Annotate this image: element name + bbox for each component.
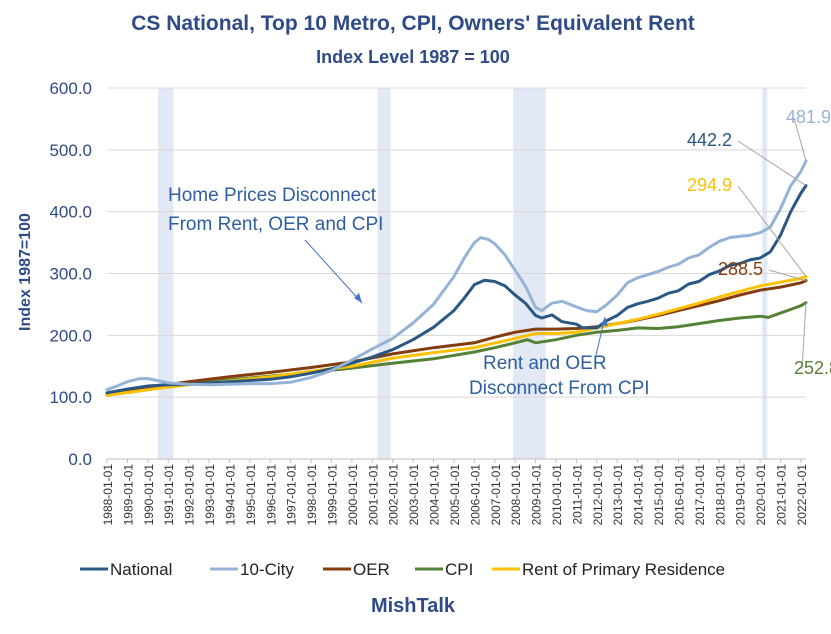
callout-leader-4 (737, 185, 807, 277)
x-tick-label-18: 2006-01-01 (468, 464, 482, 526)
x-tick-label-24: 2012-01-01 (591, 464, 605, 526)
chart-title: CS National, Top 10 Metro, CPI, Owners' … (131, 12, 695, 35)
y-axis-label: Index 1987=100 (17, 213, 34, 331)
x-axis-ticks: 1988-01-01 1989-01-01 1990-01-01 1991-01-01… (101, 459, 809, 525)
callout-label-2: 288.5 (718, 259, 763, 279)
legend-label-1: 10-City (240, 560, 294, 579)
x-tick-label-7: 1995-01-01 (244, 464, 258, 526)
callout-label-4: 294.9 (687, 175, 732, 195)
y-tick-label-3: 300.0 (49, 265, 92, 284)
legend-label-0: National (110, 560, 172, 579)
series-lines (105, 159, 808, 397)
x-tick-label-1: 1989-01-01 (121, 464, 135, 526)
x-tick-label-26: 2014-01-01 (632, 464, 646, 526)
x-tick-label-15: 2003-01-01 (407, 464, 421, 526)
x-tick-label-22: 2010-01-01 (550, 464, 564, 526)
x-tick-label-10: 1998-01-01 (305, 464, 319, 526)
x-tick-label-5: 1993-01-01 (203, 464, 217, 526)
y-tick-label-1: 100.0 (49, 388, 92, 407)
callout-label-0: 442.2 (687, 130, 732, 150)
callout-label-3: 252.8 (794, 358, 831, 378)
x-tick-label-12: 2000-01-01 (346, 464, 360, 526)
x-tick-label-4: 1992-01-01 (183, 464, 197, 526)
x-tick-label-13: 2001-01-01 (366, 464, 380, 526)
x-tick-label-9: 1997-01-01 (285, 464, 299, 526)
x-tick-label-8: 1996-01-01 (264, 464, 278, 526)
x-tick-label-31: 2019-01-01 (734, 464, 748, 526)
legend-label-4: Rent of Primary Residence (522, 560, 725, 579)
series-line-rent-of-primary-residence (105, 275, 808, 397)
x-tick-label-33: 2021-01-01 (774, 464, 788, 526)
annotation-rent-oer-1: Rent and OER (483, 353, 607, 374)
annotation-rent-oer-2: Disconnect From CPI (469, 378, 650, 399)
annotation-arrow-0 (304, 239, 363, 304)
callout-leader-2 (768, 269, 807, 282)
x-tick-label-2: 1990-01-01 (142, 464, 156, 526)
x-tick-label-25: 2013-01-01 (611, 464, 625, 526)
callout-leader-1 (793, 117, 807, 162)
series-line-national (105, 184, 808, 395)
x-tick-label-21: 2009-01-01 (530, 464, 544, 526)
x-tick-label-28: 2016-01-01 (672, 464, 686, 526)
x-tick-label-32: 2020-01-01 (754, 464, 768, 526)
footer-brand: MishTalk (371, 595, 456, 617)
callout-label-1: 481.9 (786, 107, 831, 127)
annotation-arrowhead-0 (354, 293, 362, 303)
series-line-oer (105, 279, 808, 397)
y-axis-ticks: 0.0 100.0 200.0 300.0 400.0 500.0 600.0 (49, 79, 92, 469)
x-tick-label-30: 2018-01-01 (713, 464, 727, 526)
annotation-home-prices-2: From Rent, OER and CPI (168, 214, 383, 235)
x-tick-label-14: 2002-01-01 (387, 464, 401, 526)
x-tick-label-3: 1991-01-01 (162, 464, 176, 526)
legend: National 10-City OER CPI Rent of Primary Res… (80, 560, 725, 579)
annotation-arrowhead-1 (601, 317, 608, 326)
x-tick-label-29: 2017-01-01 (693, 464, 707, 526)
legend-label-3: CPI (445, 560, 473, 579)
x-tick-label-20: 2008-01-01 (509, 464, 523, 526)
x-tick-label-17: 2005-01-01 (448, 464, 462, 526)
y-tick-label-4: 400.0 (49, 203, 92, 222)
x-tick-label-19: 2007-01-01 (489, 464, 503, 526)
callout-leader-0 (737, 140, 807, 186)
annotation-home-prices-1: Home Prices Disconnect (168, 185, 377, 206)
callout-leader-3 (801, 302, 807, 370)
x-tick-label-23: 2011-01-01 (570, 464, 584, 525)
y-tick-label-2: 200.0 (49, 326, 92, 345)
x-tick-label-16: 2004-01-01 (428, 464, 442, 526)
x-tick-label-34: 2022-01-01 (795, 464, 809, 526)
legend-label-2: OER (353, 560, 390, 579)
callouts: 442.2 481.9 288.5 252.8 294.9 (687, 107, 831, 378)
x-tick-label-27: 2015-01-01 (652, 464, 666, 526)
annotations: Home Prices Disconnect From Rent, OER and… (168, 185, 650, 399)
x-tick-label-6: 1994-01-01 (223, 464, 237, 526)
x-tick-label-11: 1999-01-01 (325, 464, 339, 526)
y-tick-label-6: 600.0 (49, 79, 92, 98)
y-tick-label-5: 500.0 (49, 141, 92, 160)
chart-subtitle: Index Level 1987 = 100 (316, 47, 510, 67)
y-tick-label-0: 0.0 (68, 450, 92, 469)
x-tick-label-0: 1988-01-01 (101, 464, 115, 526)
series-line-10-city (105, 159, 808, 392)
